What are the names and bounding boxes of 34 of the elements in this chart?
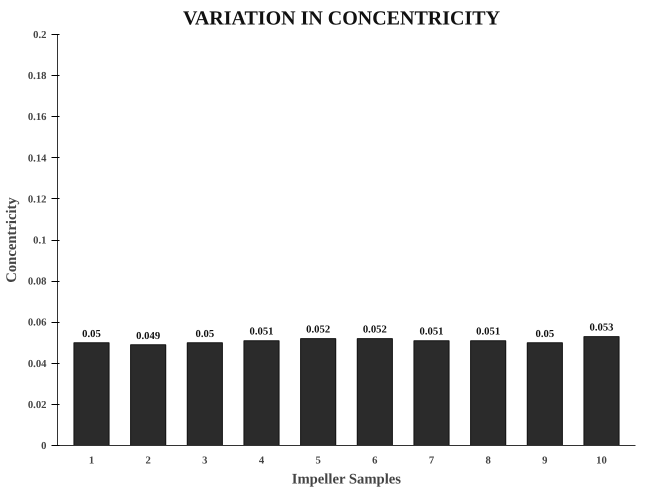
y-tick-label: 0.04: [28, 358, 48, 370]
y-tick-label: 0.18: [28, 71, 47, 82]
y-tick-label: 0.16: [28, 112, 48, 124]
y-tick-label: 0: [41, 441, 46, 452]
data-label: 0.05: [82, 328, 101, 340]
y-tick-label: 0.08: [28, 276, 47, 288]
data-label: 0.052: [306, 324, 330, 336]
data-label: 0.05: [536, 328, 554, 340]
data-label: 0.052: [362, 324, 387, 336]
x-tick-label: 4: [258, 456, 265, 466]
chart-title: VARIATION IN CONCENTRICITY: [182, 8, 501, 30]
data-label: 0.05: [196, 328, 214, 340]
data-label: 0.051: [476, 326, 500, 338]
y-tick-label: 0.06: [28, 318, 48, 329]
x-tick-label: 8: [486, 456, 491, 466]
y-tick-label: 0.1: [33, 236, 47, 246]
x-tick-label: 9: [542, 456, 548, 466]
x-tick-label: 6: [372, 456, 378, 466]
y-tick-label: 0.2: [33, 30, 47, 41]
x-axis-title: Impeller Samples: [292, 472, 402, 488]
data-label: 0.053: [590, 322, 614, 334]
x-tick-label: 2: [146, 456, 151, 466]
data-label: 0.051: [250, 326, 274, 338]
x-tick-label: 10: [596, 456, 607, 466]
x-tick-label: 1: [88, 456, 94, 466]
x-tick-label: 3: [202, 456, 208, 466]
y-axis-title: Concentricity: [4, 196, 20, 283]
y-tick-label: 0.02: [28, 400, 47, 411]
x-tick-label: 5: [316, 456, 321, 466]
data-label: 0.049: [136, 330, 160, 342]
data-label: 0.051: [420, 326, 444, 338]
y-tick-label: 0.14: [28, 153, 48, 164]
x-tick-label: 7: [428, 456, 435, 466]
y-tick-label: 0.12: [28, 194, 47, 206]
